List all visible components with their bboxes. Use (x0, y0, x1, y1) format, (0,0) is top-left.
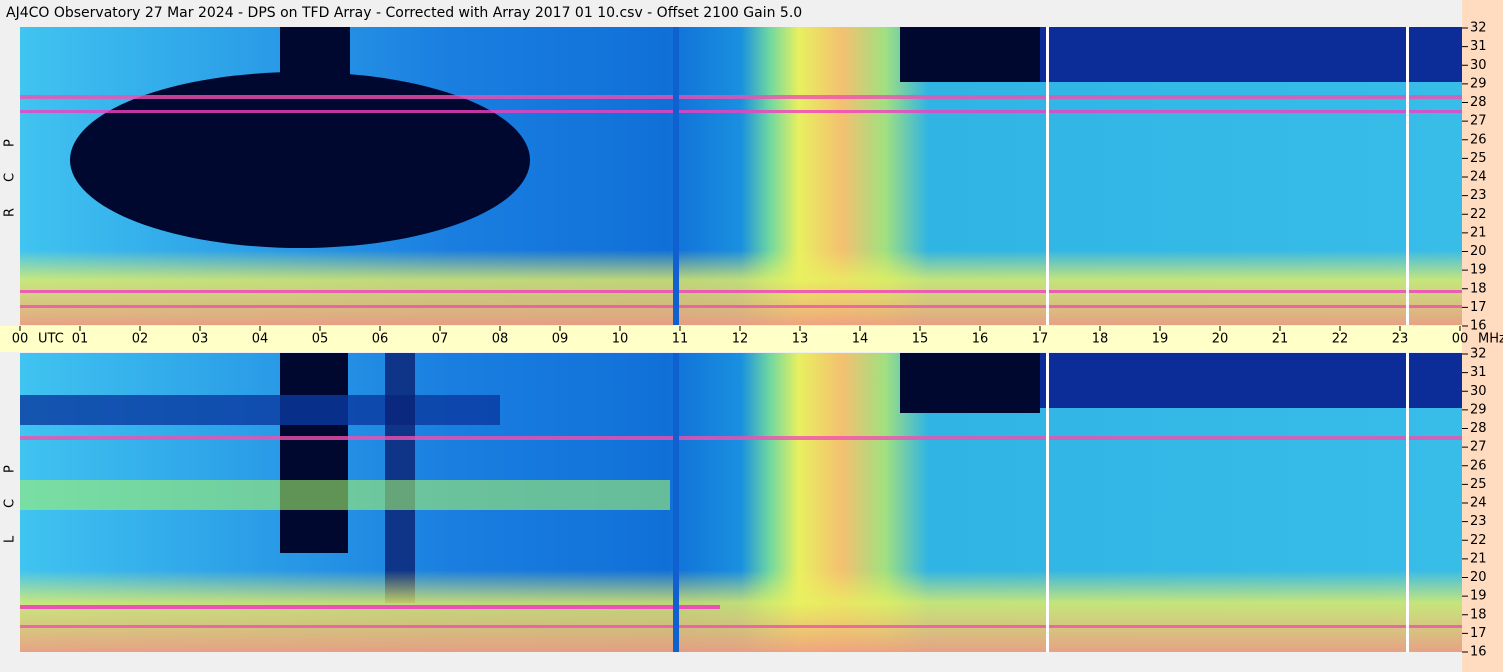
time-label: 04 (252, 332, 269, 347)
time-label: 09 (552, 332, 569, 347)
title: AJ4CO Observatory 27 Mar 2024 - DPS on T… (6, 5, 802, 21)
spectrogram-bottom (20, 353, 1462, 652)
time-label: MHz (1478, 332, 1503, 347)
frequency-label: 18 (1470, 281, 1487, 296)
time-label: 19 (1152, 332, 1169, 347)
frequency-label: 30 (1470, 58, 1487, 73)
time-label: 11 (672, 332, 689, 347)
time-label: 17 (1032, 332, 1049, 347)
time-label: 00 (12, 332, 29, 347)
frequency-label: 16 (1470, 645, 1487, 660)
time-label: 23 (1392, 332, 1409, 347)
frequency-label: 28 (1470, 95, 1487, 110)
time-label: 18 (1092, 332, 1109, 347)
frequency-label: 29 (1470, 76, 1487, 91)
frequency-strip (1462, 0, 1503, 672)
spectrogram-top (20, 27, 1462, 325)
panel-label: P (3, 465, 18, 473)
frequency-label: 19 (1470, 263, 1487, 278)
time-label: 21 (1272, 332, 1289, 347)
frequency-label: 20 (1470, 570, 1487, 585)
time-label: 16 (972, 332, 989, 347)
time-label: 06 (372, 332, 389, 347)
panel-label: C (3, 173, 18, 182)
time-label: 00 (1452, 332, 1469, 347)
frequency-label: 27 (1470, 440, 1487, 455)
frequency-label: 24 (1470, 170, 1487, 185)
frequency-label: 31 (1470, 39, 1487, 54)
time-label: 15 (912, 332, 929, 347)
frequency-label: 32 (1470, 21, 1487, 36)
title-bar (0, 0, 1503, 26)
frequency-label: 18 (1470, 607, 1487, 622)
frequency-label: 30 (1470, 384, 1487, 399)
time-label: 10 (612, 332, 629, 347)
panel-label: R (3, 208, 18, 217)
frequency-label: 26 (1470, 458, 1487, 473)
time-label: 13 (792, 332, 809, 347)
frequency-label: 23 (1470, 188, 1487, 203)
time-label: 08 (492, 332, 509, 347)
time-label: 03 (192, 332, 209, 347)
frequency-label: 22 (1470, 533, 1487, 548)
frequency-label: 17 (1470, 626, 1487, 641)
frequency-label: 21 (1470, 225, 1487, 240)
time-label: 12 (732, 332, 749, 347)
frequency-label: 25 (1470, 477, 1487, 492)
frequency-label: 21 (1470, 551, 1487, 566)
frequency-label: 23 (1470, 514, 1487, 529)
time-label: 20 (1212, 332, 1229, 347)
time-label: 22 (1332, 332, 1349, 347)
time-label: 02 (132, 332, 149, 347)
time-strip (0, 326, 1462, 352)
time-label: 14 (852, 332, 869, 347)
frequency-label: 17 (1470, 300, 1487, 315)
time-label: 07 (432, 332, 449, 347)
time-label: UTC (38, 332, 64, 347)
frequency-label: 16 (1470, 319, 1487, 334)
frequency-label: 29 (1470, 402, 1487, 417)
panel-label: L (3, 535, 18, 543)
frequency-label: 28 (1470, 421, 1487, 436)
frequency-label: 25 (1470, 151, 1487, 166)
frequency-label: 22 (1470, 207, 1487, 222)
frequency-label: 31 (1470, 365, 1487, 380)
frequency-label: 26 (1470, 132, 1487, 147)
frequency-label: 20 (1470, 244, 1487, 259)
frequency-label: 32 (1470, 347, 1487, 362)
panel-label: P (3, 139, 18, 147)
panel-label: C (3, 499, 18, 508)
frequency-label: 24 (1470, 496, 1487, 511)
frequency-label: 27 (1470, 114, 1487, 129)
time-label: 05 (312, 332, 329, 347)
time-label: 01 (72, 332, 89, 347)
frequency-label: 19 (1470, 589, 1487, 604)
